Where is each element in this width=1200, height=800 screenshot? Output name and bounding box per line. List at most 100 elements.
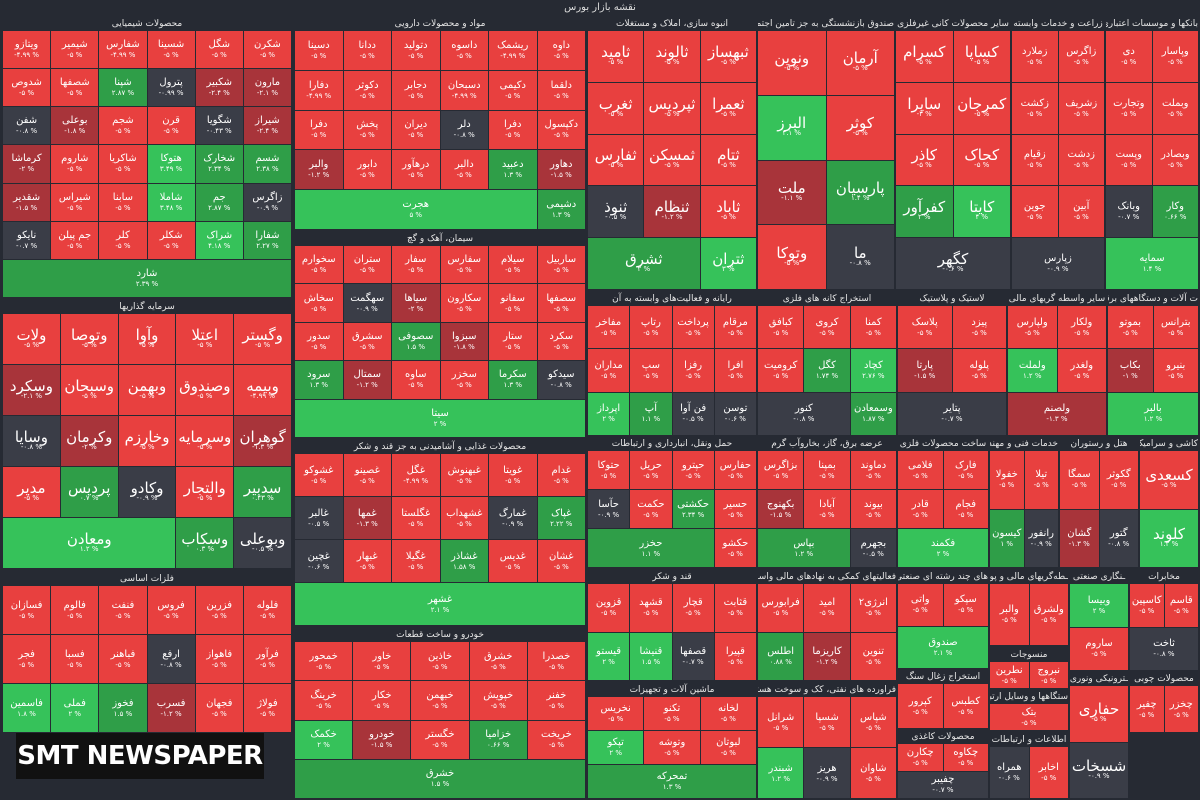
stock-tile: سخوارم -۵ % [295,246,343,284]
stock-name: جوین [1023,201,1046,213]
stock-tile: قصفها -۰.۷ % [672,632,714,680]
stock-change: -۵ % [601,371,617,380]
stock-name: وسبحان [64,376,115,395]
stock-tile: توسن -۰.۶ % [714,392,756,435]
stock-tile: تنوین -۵ % [850,632,896,680]
stock-name: خشرق [484,650,513,662]
stock-name: وسکرد [9,376,53,395]
stock-change: -۵ % [1041,774,1057,782]
stock-name: غدام [551,464,571,476]
stock-change: -۵ % [197,391,213,400]
stock-tile: پخش -۵ % [343,110,391,150]
stock-name: دسبحان [447,79,481,91]
stock-tile: ثالوند -۵ % [644,31,700,82]
stock-name: غبهنوش [447,464,481,476]
stock-tile: ثتران ۳ % [700,238,756,289]
stock-name: چفیر [1136,698,1157,710]
stock-change: ۲.۳۹ % [135,279,159,288]
stock-tile: حفاری -۵ % [1070,686,1128,742]
stock-name: حپترو [681,459,705,471]
stock-name: زدشت [1067,149,1095,161]
stock-change: -۵ % [1173,710,1189,719]
stock-tile: خپویش -۵ % [469,681,527,720]
sector-tiles: پیزد -۵ % پلاسک -۵ % پلوله -۵ % پارتا -۱.۵ % پتا… [898,306,1006,435]
stock-change: -۵ % [643,609,659,618]
stock-change: -۰.۹ % [1088,771,1110,780]
stock-change: -۵ % [316,662,332,671]
stock-change: -۵ % [912,471,928,480]
stock-name: سشرق [351,330,383,342]
stock-name: دتولید [403,39,428,51]
stock-change: -۰.۷ % [16,241,38,250]
stock-name: ساربیل [546,254,577,266]
stock-name: سفار [405,254,427,266]
stock-name: شصفها [59,77,90,89]
stock-tile: غچین -۰.۶ % [295,540,343,582]
stock-tile: سپکو -۵ % [943,584,988,626]
stock-tile: داسوه -۵ % [440,31,488,70]
stock-change: ۲.۳۸ % [256,165,279,174]
stock-change: -۵ % [163,51,179,60]
stock-change: -۵ % [727,609,743,618]
sector-tiles: داوه -۵ % ریشمک -۴.۹۹ % داسوه -۵ % دتولید -۵ % د… [295,31,585,229]
stock-tile: وکادو -۰.۹ % [118,467,176,517]
stock-tile: حکشو -۵ % [714,529,756,567]
stock-name: ثپردیس [648,94,696,113]
stock-change: -۱.۵ % [770,510,792,519]
stock-name: پردیس [68,478,111,497]
stock-tile: وپاسار -۵ % [1152,31,1198,82]
stock-tile: شراک ۴.۱۸ % [195,221,243,259]
stock-name: فسبا [64,648,85,660]
stock-change: -۵ % [773,609,789,618]
stock-name: چکارن [906,746,934,758]
stock-tile: ساپرا -۴ % [896,82,953,134]
stock-tile: گکوثر -۵ % [1099,451,1138,509]
sector: رایانه و فعالیت‌های وابسته به آن مرقام -۵ … [588,292,756,435]
stock-tile: شگل -۵ % [195,31,243,69]
stock-tile: آبادا -۵ % [804,490,850,528]
sector-tiles: تیلا -۵ % خفولا -۵ % رانفور -۰.۹ % کیسون ۱ % [990,451,1058,567]
stock-name: سدبیر [243,478,282,497]
stock-tile: قادر -۵ % [898,490,943,528]
stock-change: -۱.۲ % [816,657,838,666]
stock-change: -۵ % [1121,57,1137,66]
stock-name: سمتال [353,369,382,381]
stock-change: -۵ % [408,131,424,140]
stock-change: -۵ % [916,57,932,66]
stock-name: سمگا [1067,469,1091,481]
stock-change: -۵ % [1021,718,1037,727]
stock-tile: وبیمه -۴.۹۹ % [234,365,291,415]
stock-name: وسرمایه [178,427,232,446]
stock-tile: سکرد -۵ % [537,322,585,361]
stock-name: خمحور [309,650,338,662]
stock-tile: وتوشه -۵ % [644,731,700,764]
stock-change: ۳.۴۸ % [159,203,183,212]
stock-name: قشهد [639,597,663,609]
stock-tile: شپنا ۲.۸۷ % [99,69,147,107]
stock-tile: پارتا -۱.۵ % [898,349,952,392]
stock-change: -۵ % [456,476,472,485]
stock-name: دماوند [860,459,887,471]
stock-change: -۵ % [819,510,835,519]
stock-name: گشان [1067,527,1092,539]
stock-name: ثفارس [594,146,637,165]
stock-name: سدور [307,330,331,342]
stock-name: کپرور [908,695,932,707]
stock-change: -۵ % [1121,161,1137,170]
stock-name: وتوشه [658,737,686,748]
stock-tile: جم ۲.۸۷ % [195,183,243,221]
stock-name: ونوین [774,49,810,68]
stock-tile: وتجارت -۵ % [1106,82,1152,134]
stock-change: ۱.۲ % [1022,371,1042,380]
stock-change: -۵ % [139,442,155,451]
stock-tile: غدیس -۵ % [489,540,537,582]
stock-change: -۵ % [852,129,868,138]
stock-name: فولاژ [257,697,278,709]
stock-change: -۵ % [685,371,701,380]
stock-name: زکشت [1020,97,1049,109]
stock-tile: قنیشا ۱.۵ % [630,632,672,680]
sector-tiles: آرمان -۵ % ونوین -۵ % کوثر -۵ % البرز ۲.۱ % پارس… [758,31,894,289]
stock-name: کچاد [863,359,883,371]
sector: محصولات کاغذی چکاوه -۵ % چکارن -۵ % چفیبر -۰.۷… [898,730,988,798]
sector: خدمات فنی و مهندسیتیلا-۵ %خفولا-۵ %رانفو… [990,437,1058,567]
